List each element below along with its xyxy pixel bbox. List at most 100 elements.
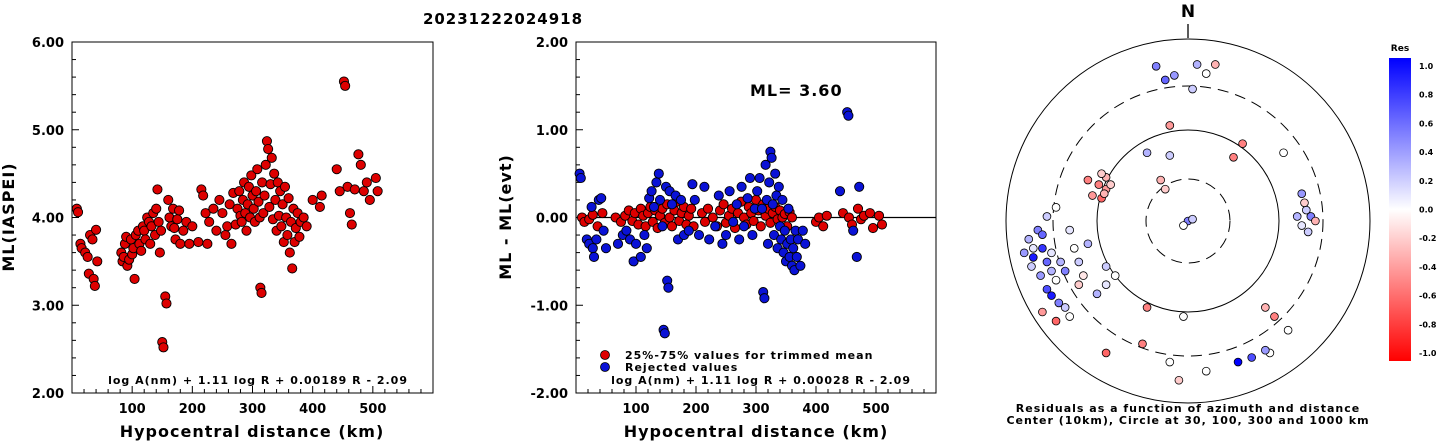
station-point [1192, 60, 1202, 69]
ring-30km [1145, 178, 1231, 264]
station-point [1110, 271, 1120, 280]
p1-series0-point [358, 186, 369, 197]
p2-series1-point [666, 199, 678, 210]
p1-series0-point [298, 212, 309, 223]
y-tick-label: 4.00 [32, 212, 64, 227]
p2-series1-point [648, 201, 660, 213]
p1-series0-point [257, 177, 268, 188]
p2-series1-point [587, 243, 598, 254]
p1-series0-point [193, 237, 204, 248]
station-point [1054, 298, 1064, 308]
station-point [1142, 303, 1152, 312]
station-point [1047, 291, 1056, 300]
p2-series1-point [800, 238, 811, 249]
x-tick-label: 400 [299, 402, 326, 417]
panel1-x-label: Hypocentral distance (km) [120, 422, 385, 441]
p2-series1-point [767, 199, 778, 210]
station-point [1179, 312, 1188, 321]
p2-series1-point [659, 328, 670, 339]
x-tick-label: 200 [682, 402, 709, 417]
colorbar-tick-label: -0.2 [1419, 234, 1437, 243]
station-point [1042, 284, 1052, 294]
p1-series0-point [331, 164, 342, 175]
p1-series0-point [277, 199, 288, 210]
p2-series1-point [717, 238, 728, 249]
p1-series0-point [282, 229, 293, 241]
p1-series0-point [217, 208, 228, 219]
p2-series1-point [598, 225, 609, 236]
p1-series0-point [361, 177, 372, 188]
p2-series0-point [755, 221, 766, 232]
p1-series0-point [236, 216, 247, 227]
colorbar-tick-label: -1.0 [1419, 349, 1437, 358]
p2-series1-point [657, 221, 668, 232]
p1-series0-point [226, 238, 237, 249]
ml-vs-distance-panel: 2.00 3.00 4.00 5.00 6.00 100 200 300 400 500 log… [0, 36, 434, 441]
residual-vs-distance-panel: -2.00 -1.00 0.00 1.00 2.00 100 200 300 400 500 M… [496, 36, 937, 441]
p2-series1-point [754, 172, 765, 184]
colorbar-tick-label: 0.4 [1419, 148, 1434, 157]
station-point [1038, 307, 1047, 317]
y-tick-label: 6.00 [32, 36, 64, 51]
station-point [1047, 248, 1056, 258]
station-point [1060, 303, 1070, 312]
p1-series0-point [211, 225, 222, 236]
legend-label-accepted: 25%-75% values for trimmed mean [625, 349, 873, 362]
p2-series1-point [764, 177, 775, 188]
station-point [1051, 316, 1061, 326]
panel1-formula: log A(nm) + 1.11 log R + 0.00189 R - 2.0… [108, 374, 408, 387]
y-tick-label: 3.00 [32, 299, 64, 314]
p1-series0-point [258, 208, 269, 219]
y-tick-label: -2.00 [531, 387, 568, 402]
p2-series1-point [759, 293, 770, 304]
station-point [1188, 84, 1197, 94]
x-tick-label: 500 [862, 402, 889, 417]
p1-series0-point [136, 245, 147, 256]
p1-series0-point [172, 214, 183, 225]
station-point [1036, 271, 1045, 280]
p1-series0-point [220, 229, 231, 241]
legend-marker-accepted [600, 350, 610, 360]
x-tick-label: 100 [622, 402, 649, 417]
station-point [1201, 366, 1211, 376]
p1-series0-point [283, 193, 294, 204]
station-point [1142, 148, 1152, 158]
x-tick-label: 300 [239, 402, 266, 417]
y-tick-label: -1.00 [531, 299, 568, 314]
p2-series1-point [770, 168, 781, 179]
p1-series0-point [248, 203, 259, 214]
station-point [1047, 266, 1056, 276]
polar-residual-panel: N Residuals as a function of azimuth and… [1005, 2, 1371, 427]
p1-series0-point [243, 181, 254, 192]
colorbar-tick-label: 0.2 [1419, 177, 1433, 186]
polar-caption-line-2: Center (10km), Circle at 30, 100, 300 an… [1006, 414, 1369, 427]
p1-series0-point [208, 203, 219, 214]
station-point [1101, 262, 1111, 271]
p2-series1-point [756, 203, 768, 214]
station-point [1247, 353, 1256, 362]
panel2-formula: log A(nm) + 1.11 log R + 0.00028 R - 2.0… [611, 374, 911, 387]
station-point [1056, 257, 1065, 267]
station-point [1094, 180, 1104, 189]
polar-caption-line-1: Residuals as a function of azimuth and d… [1016, 402, 1360, 415]
p2-series1-point [797, 225, 808, 236]
station-point [1051, 275, 1061, 285]
p2-series1-point [663, 282, 674, 293]
p2-series1-point [777, 194, 788, 205]
p2-series0-point [702, 203, 714, 214]
station-point [1165, 151, 1175, 160]
p2-series1-point [788, 243, 799, 254]
station-point [1029, 244, 1038, 253]
station-point [1156, 175, 1165, 185]
p2-series1-point [762, 238, 774, 249]
station-point [1233, 357, 1243, 367]
p1-series0-point [346, 219, 357, 230]
p2-series1-point [744, 172, 756, 184]
p1-series0-point [294, 231, 305, 242]
p1-series0-point [252, 164, 263, 175]
station-point [1042, 212, 1052, 221]
panel2-y-label: ML - ML(evt) [496, 154, 515, 280]
station-point [1174, 375, 1184, 385]
p2-series1-point [683, 225, 694, 236]
